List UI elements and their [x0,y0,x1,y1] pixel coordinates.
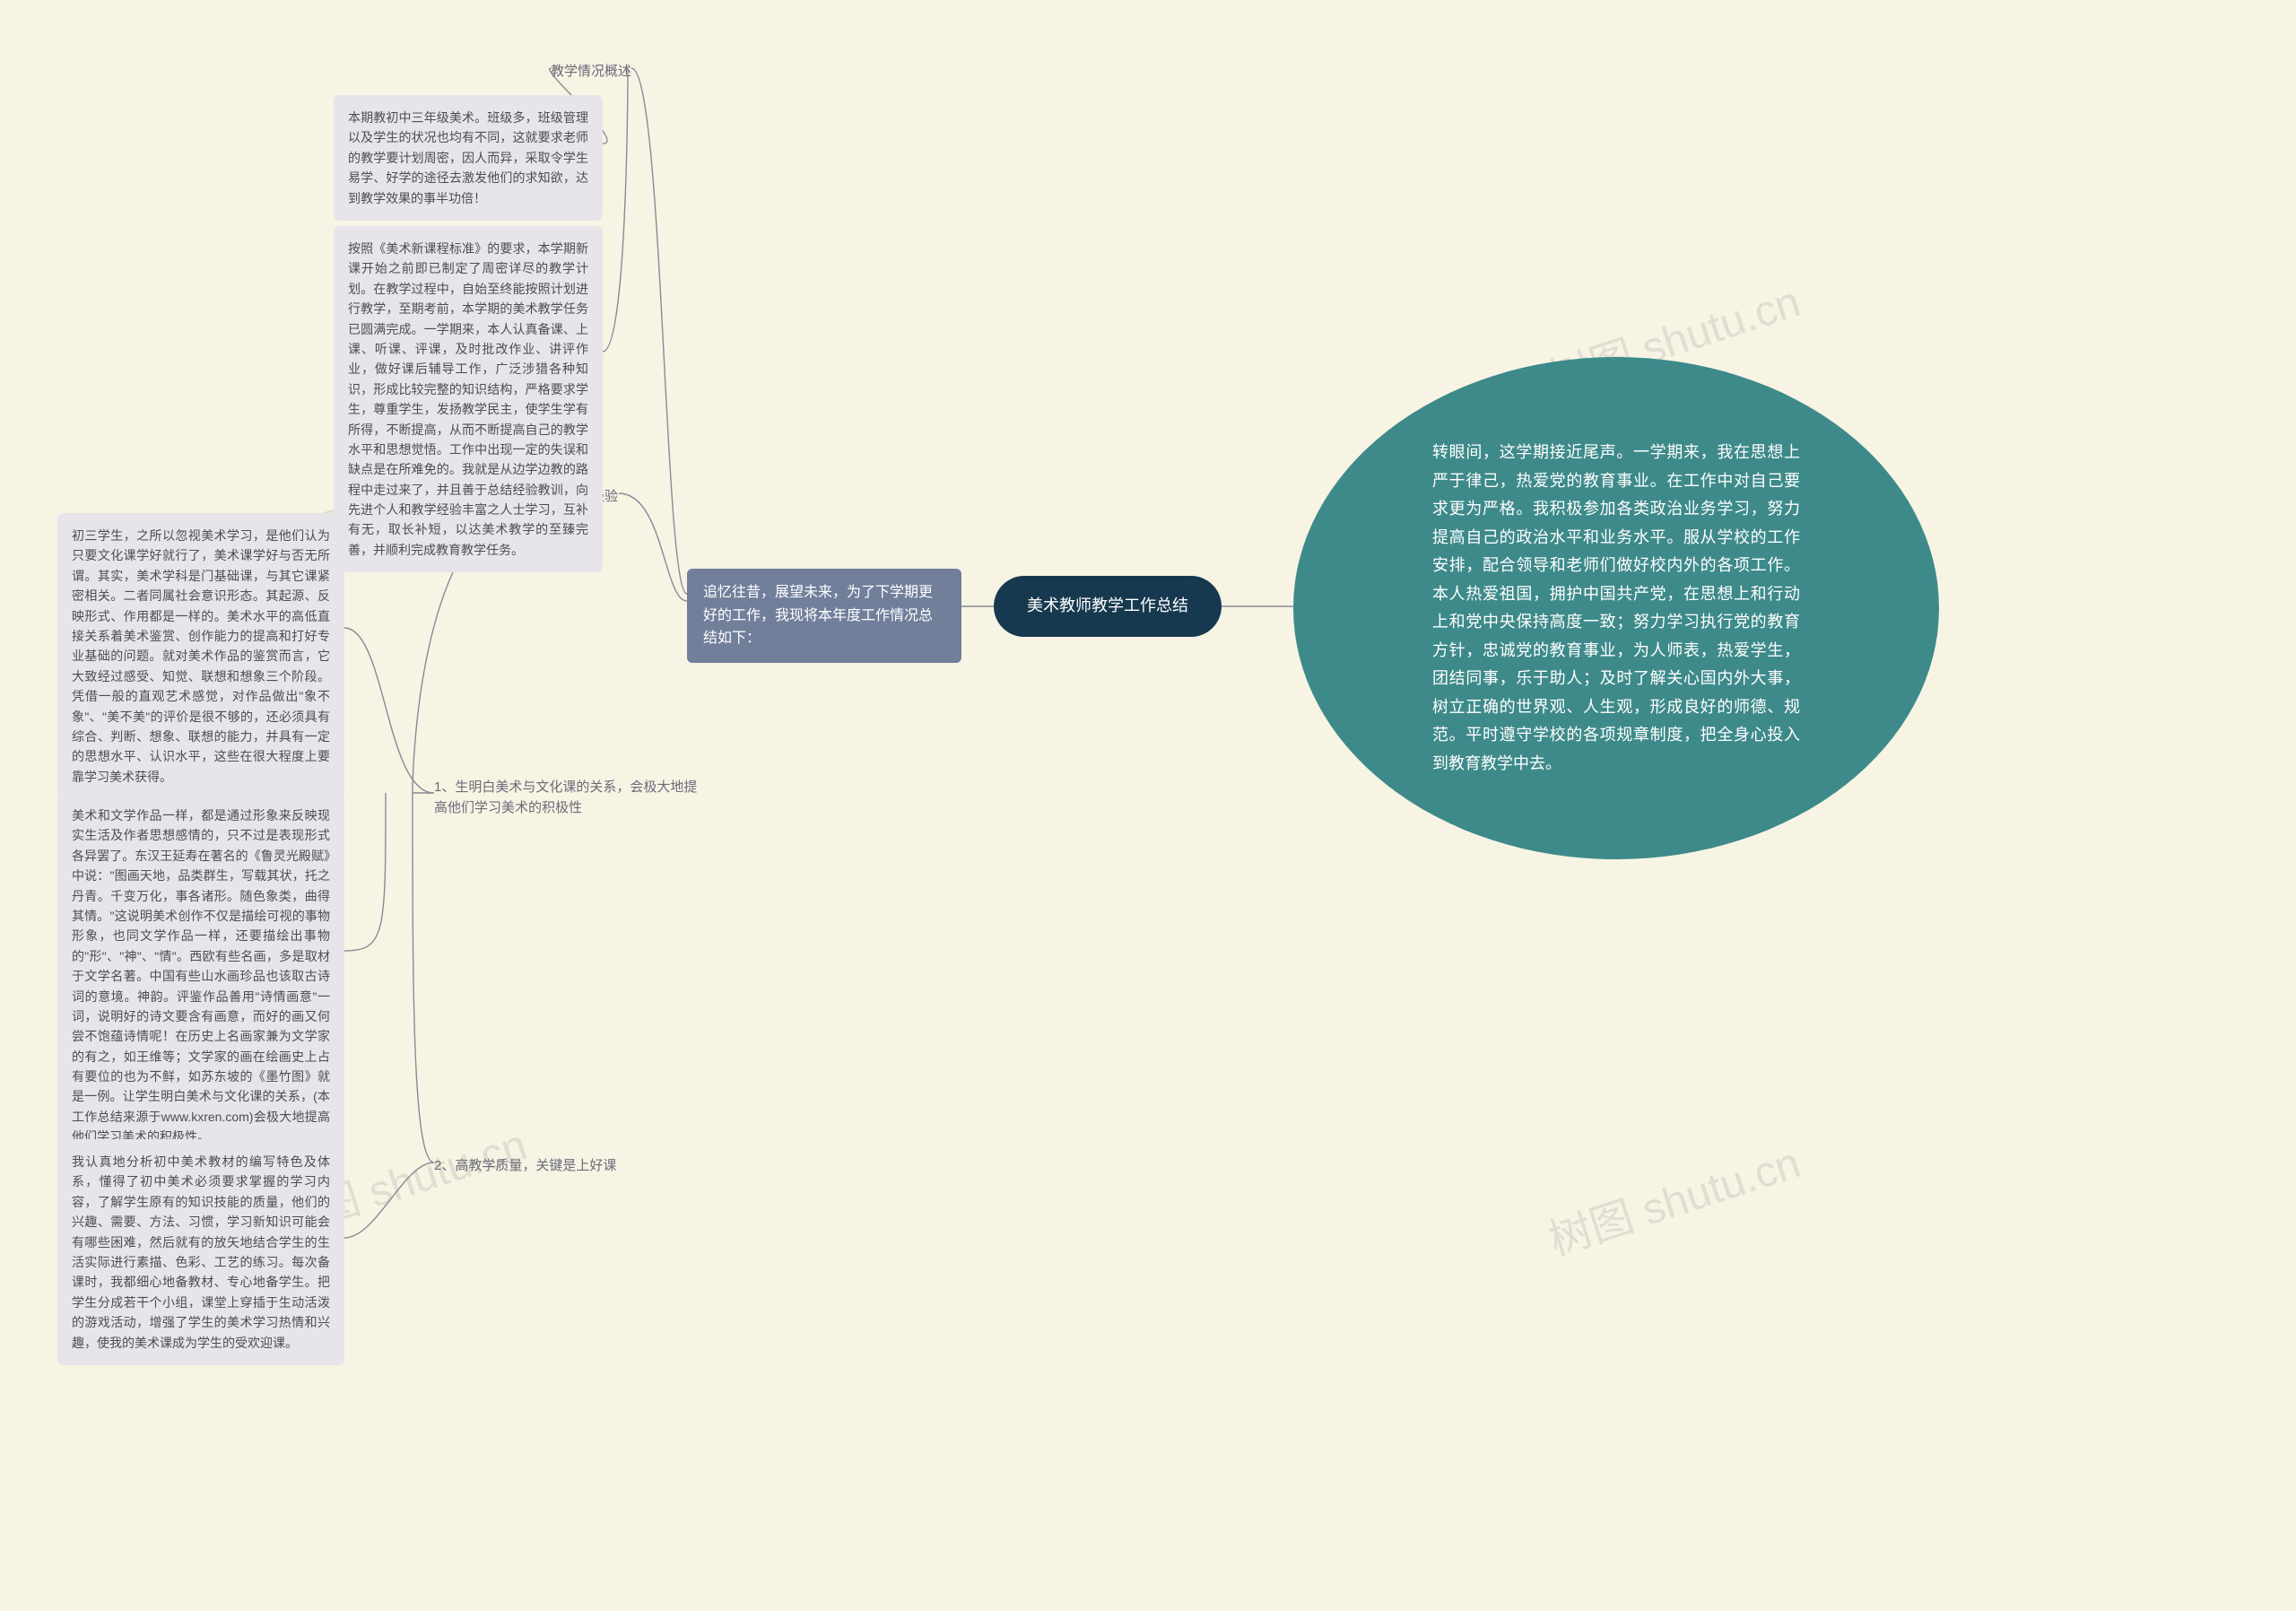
section-label-point1[interactable]: 1、生明白美术与文化课的关系，会极大地提高他们学习美术的积极性 [434,777,701,819]
root-node[interactable]: 美术教师教学工作总结 [994,576,1222,637]
card-point1a[interactable]: 初三学生，之所以忽视美术学习，是他们认为只要文化课学好就行了，美术课学好与否无所… [57,513,344,799]
intro-node[interactable]: 追忆往昔，展望未来，为了下学期更好的工作，我现将本年度工作情况总结如下： [687,569,961,663]
card-text: 我认真地分析初中美术教材的编写特色及体系，懂得了初中美术必须要求掌握的学习内容，… [72,1154,330,1350]
card-text: 本期教初中三年级美术。班级多，班级管理以及学生的状况也均有不同，这就要求老师的教… [348,110,588,205]
summary-text: 转眼间，这学期接近尾声。一学期来，我在思想上严于律己，热爱党的教育事业。在工作中… [1432,439,1800,778]
summary-oval[interactable]: 转眼间，这学期接近尾声。一学期来，我在思想上严于律己，热爱党的教育事业。在工作中… [1293,357,1939,859]
card-text: 初三学生，之所以忽视美术学习，是他们认为只要文化课学好就行了，美术课学好与否无所… [72,528,330,784]
section-label-point2[interactable]: 2、高教学质量，关键是上好课 [434,1155,649,1176]
card-point2[interactable]: 我认真地分析初中美术教材的编写特色及体系，懂得了初中美术必须要求掌握的学习内容，… [57,1139,344,1365]
card-overview-2[interactable]: 按照《美术新课程标准》的要求，本学期新课开始之前即已制定了周密详尽的教学计划。在… [334,226,603,572]
card-text: 按照《美术新课程标准》的要求，本学期新课开始之前即已制定了周密详尽的教学计划。在… [348,241,588,557]
card-overview-1[interactable]: 本期教初中三年级美术。班级多，班级管理以及学生的状况也均有不同，这就要求老师的教… [334,95,603,221]
label-text: 1、生明白美术与文化课的关系，会极大地提高他们学习美术的积极性 [434,779,697,815]
intro-text: 追忆往昔，展望未来，为了下学期更好的工作，我现将本年度工作情况总结如下： [703,585,933,646]
label-text: 教学情况概述 [551,64,631,79]
card-point1b[interactable]: 美术和文学作品一样，都是通过形象来反映现实生活及作者思想感情的，只不过是表现形式… [57,793,344,1160]
card-text: 美术和文学作品一样，都是通过形象来反映现实生活及作者思想感情的，只不过是表现形式… [72,808,330,1144]
watermark: 树图 shutu.cn [1539,1128,1806,1267]
label-text: 2、高教学质量，关键是上好课 [434,1158,616,1173]
root-text: 美术教师教学工作总结 [1027,594,1188,619]
section-label-overview[interactable]: 教学情况概述 [551,61,631,82]
